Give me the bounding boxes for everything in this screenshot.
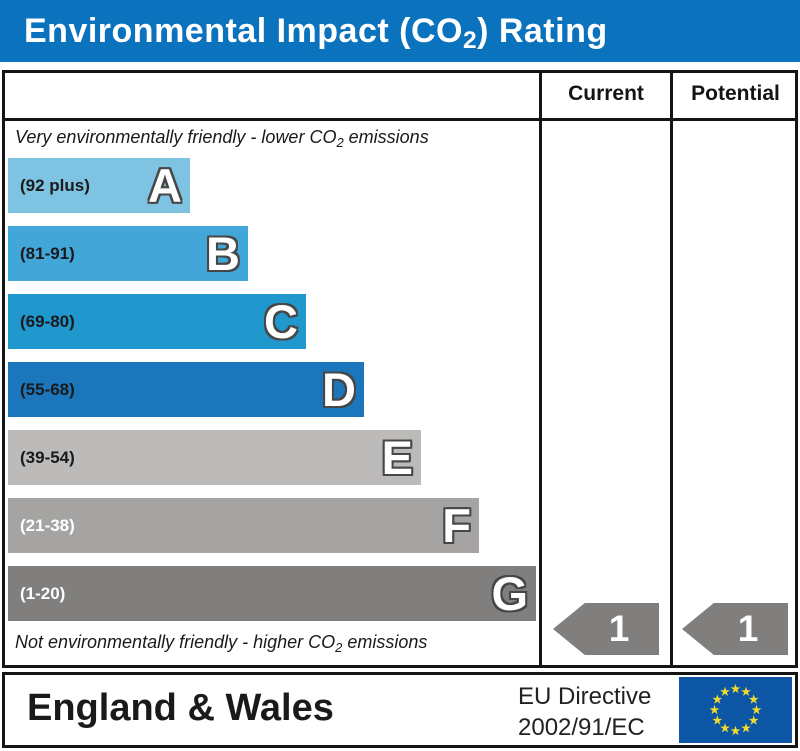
band-bar-C: (69-80) C xyxy=(8,294,306,349)
band-range: (1-20) xyxy=(20,583,66,603)
band-C: (69-80) C xyxy=(8,294,306,349)
band-bar-F: (21-38) F xyxy=(8,498,479,553)
band-bar-E: (39-54) E xyxy=(8,430,421,485)
bottom-note: Not environmentally friendly - higher CO… xyxy=(15,632,428,655)
header-rule xyxy=(5,118,795,121)
footer-bar: England & Wales EU Directive 2002/91/EC xyxy=(2,672,798,748)
band-letter: B xyxy=(206,227,240,280)
band-letter: D xyxy=(322,363,356,416)
band-letter: F xyxy=(442,499,471,552)
band-F: (21-38) F xyxy=(8,498,479,553)
band-range: (81-91) xyxy=(20,243,75,263)
band-B: (81-91) B xyxy=(8,226,248,281)
band-bar-G: (1-20) G xyxy=(8,566,536,621)
band-range: (39-54) xyxy=(20,447,75,467)
top-note: Very environmentally friendly - lower CO… xyxy=(15,127,429,150)
band-bar-D: (55-68) D xyxy=(8,362,364,417)
column-header-potential: Potential xyxy=(691,82,780,105)
page-title: Environmental Impact (CO2) Rating xyxy=(24,11,608,55)
band-range: (21-38) xyxy=(20,515,75,535)
potential-rating-arrow: 1 xyxy=(682,603,788,655)
band-range: (92 plus) xyxy=(20,175,90,195)
band-letter: E xyxy=(381,431,413,484)
band-letter: C xyxy=(264,295,298,348)
band-bar-A: (92 plus) A xyxy=(8,158,190,213)
current-rating-value: 1 xyxy=(608,608,630,649)
band-D: (55-68) D xyxy=(8,362,364,417)
column-header-current: Current xyxy=(568,82,644,105)
title-bar: Environmental Impact (CO2) Rating xyxy=(0,0,800,62)
current-rating-arrow: 1 xyxy=(553,603,659,655)
band-range: (69-80) xyxy=(20,311,75,331)
band-A: (92 plus) A xyxy=(8,158,190,213)
column-divider xyxy=(670,73,673,665)
band-letter: G xyxy=(491,567,528,620)
eu-directive-label: EU Directive 2002/91/EC xyxy=(518,683,652,741)
eu-flag-icon xyxy=(679,677,792,743)
band-letter: A xyxy=(148,159,182,212)
band-range: (55-68) xyxy=(20,379,75,399)
region-label: England & Wales xyxy=(27,687,334,729)
rating-chart: Current Potential Very environmentally f… xyxy=(2,70,798,668)
band-E: (39-54) E xyxy=(8,430,421,485)
column-divider xyxy=(539,73,542,665)
potential-rating-value: 1 xyxy=(737,608,759,649)
band-G: (1-20) G xyxy=(8,566,536,621)
band-bar-B: (81-91) B xyxy=(8,226,248,281)
